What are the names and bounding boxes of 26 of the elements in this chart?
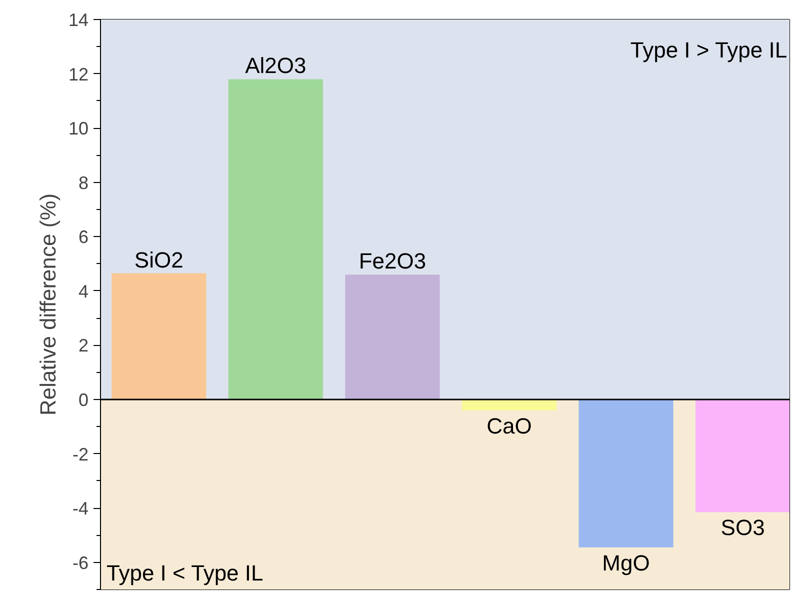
y-tick-label: 0 <box>78 390 89 410</box>
x-tick-label: CaO <box>486 413 532 438</box>
annotation: Type I > Type IL <box>630 38 788 62</box>
y-tick-label: -2 <box>72 444 89 464</box>
bar <box>228 79 323 400</box>
y-tick-label: -6 <box>72 552 89 573</box>
annotation: Type I < Type IL <box>106 560 264 586</box>
y-tick-label: 2 <box>78 336 89 356</box>
y-tick-label: 12 <box>68 64 89 84</box>
bar <box>695 400 790 512</box>
y-tick-label: -4 <box>72 498 89 519</box>
x-tick-label: Al2O3 <box>245 53 306 78</box>
y-tick-label: 10 <box>68 118 89 139</box>
x-tick-label: SO3 <box>720 515 765 540</box>
bar <box>462 400 557 410</box>
y-tick-label: 8 <box>78 172 89 193</box>
y-tick-label: 14 <box>68 10 89 30</box>
y-tick-label: 4 <box>78 281 89 302</box>
bar <box>578 400 674 548</box>
bar <box>112 273 206 400</box>
x-tick-label: SiO2 <box>134 247 184 272</box>
y-tick-label: 6 <box>78 227 89 248</box>
bar <box>345 274 440 400</box>
x-tick-label: Fe2O3 <box>358 248 426 274</box>
y-axis-title: Relative difference (%) <box>35 193 60 416</box>
x-tick-label: MgO <box>602 550 650 576</box>
